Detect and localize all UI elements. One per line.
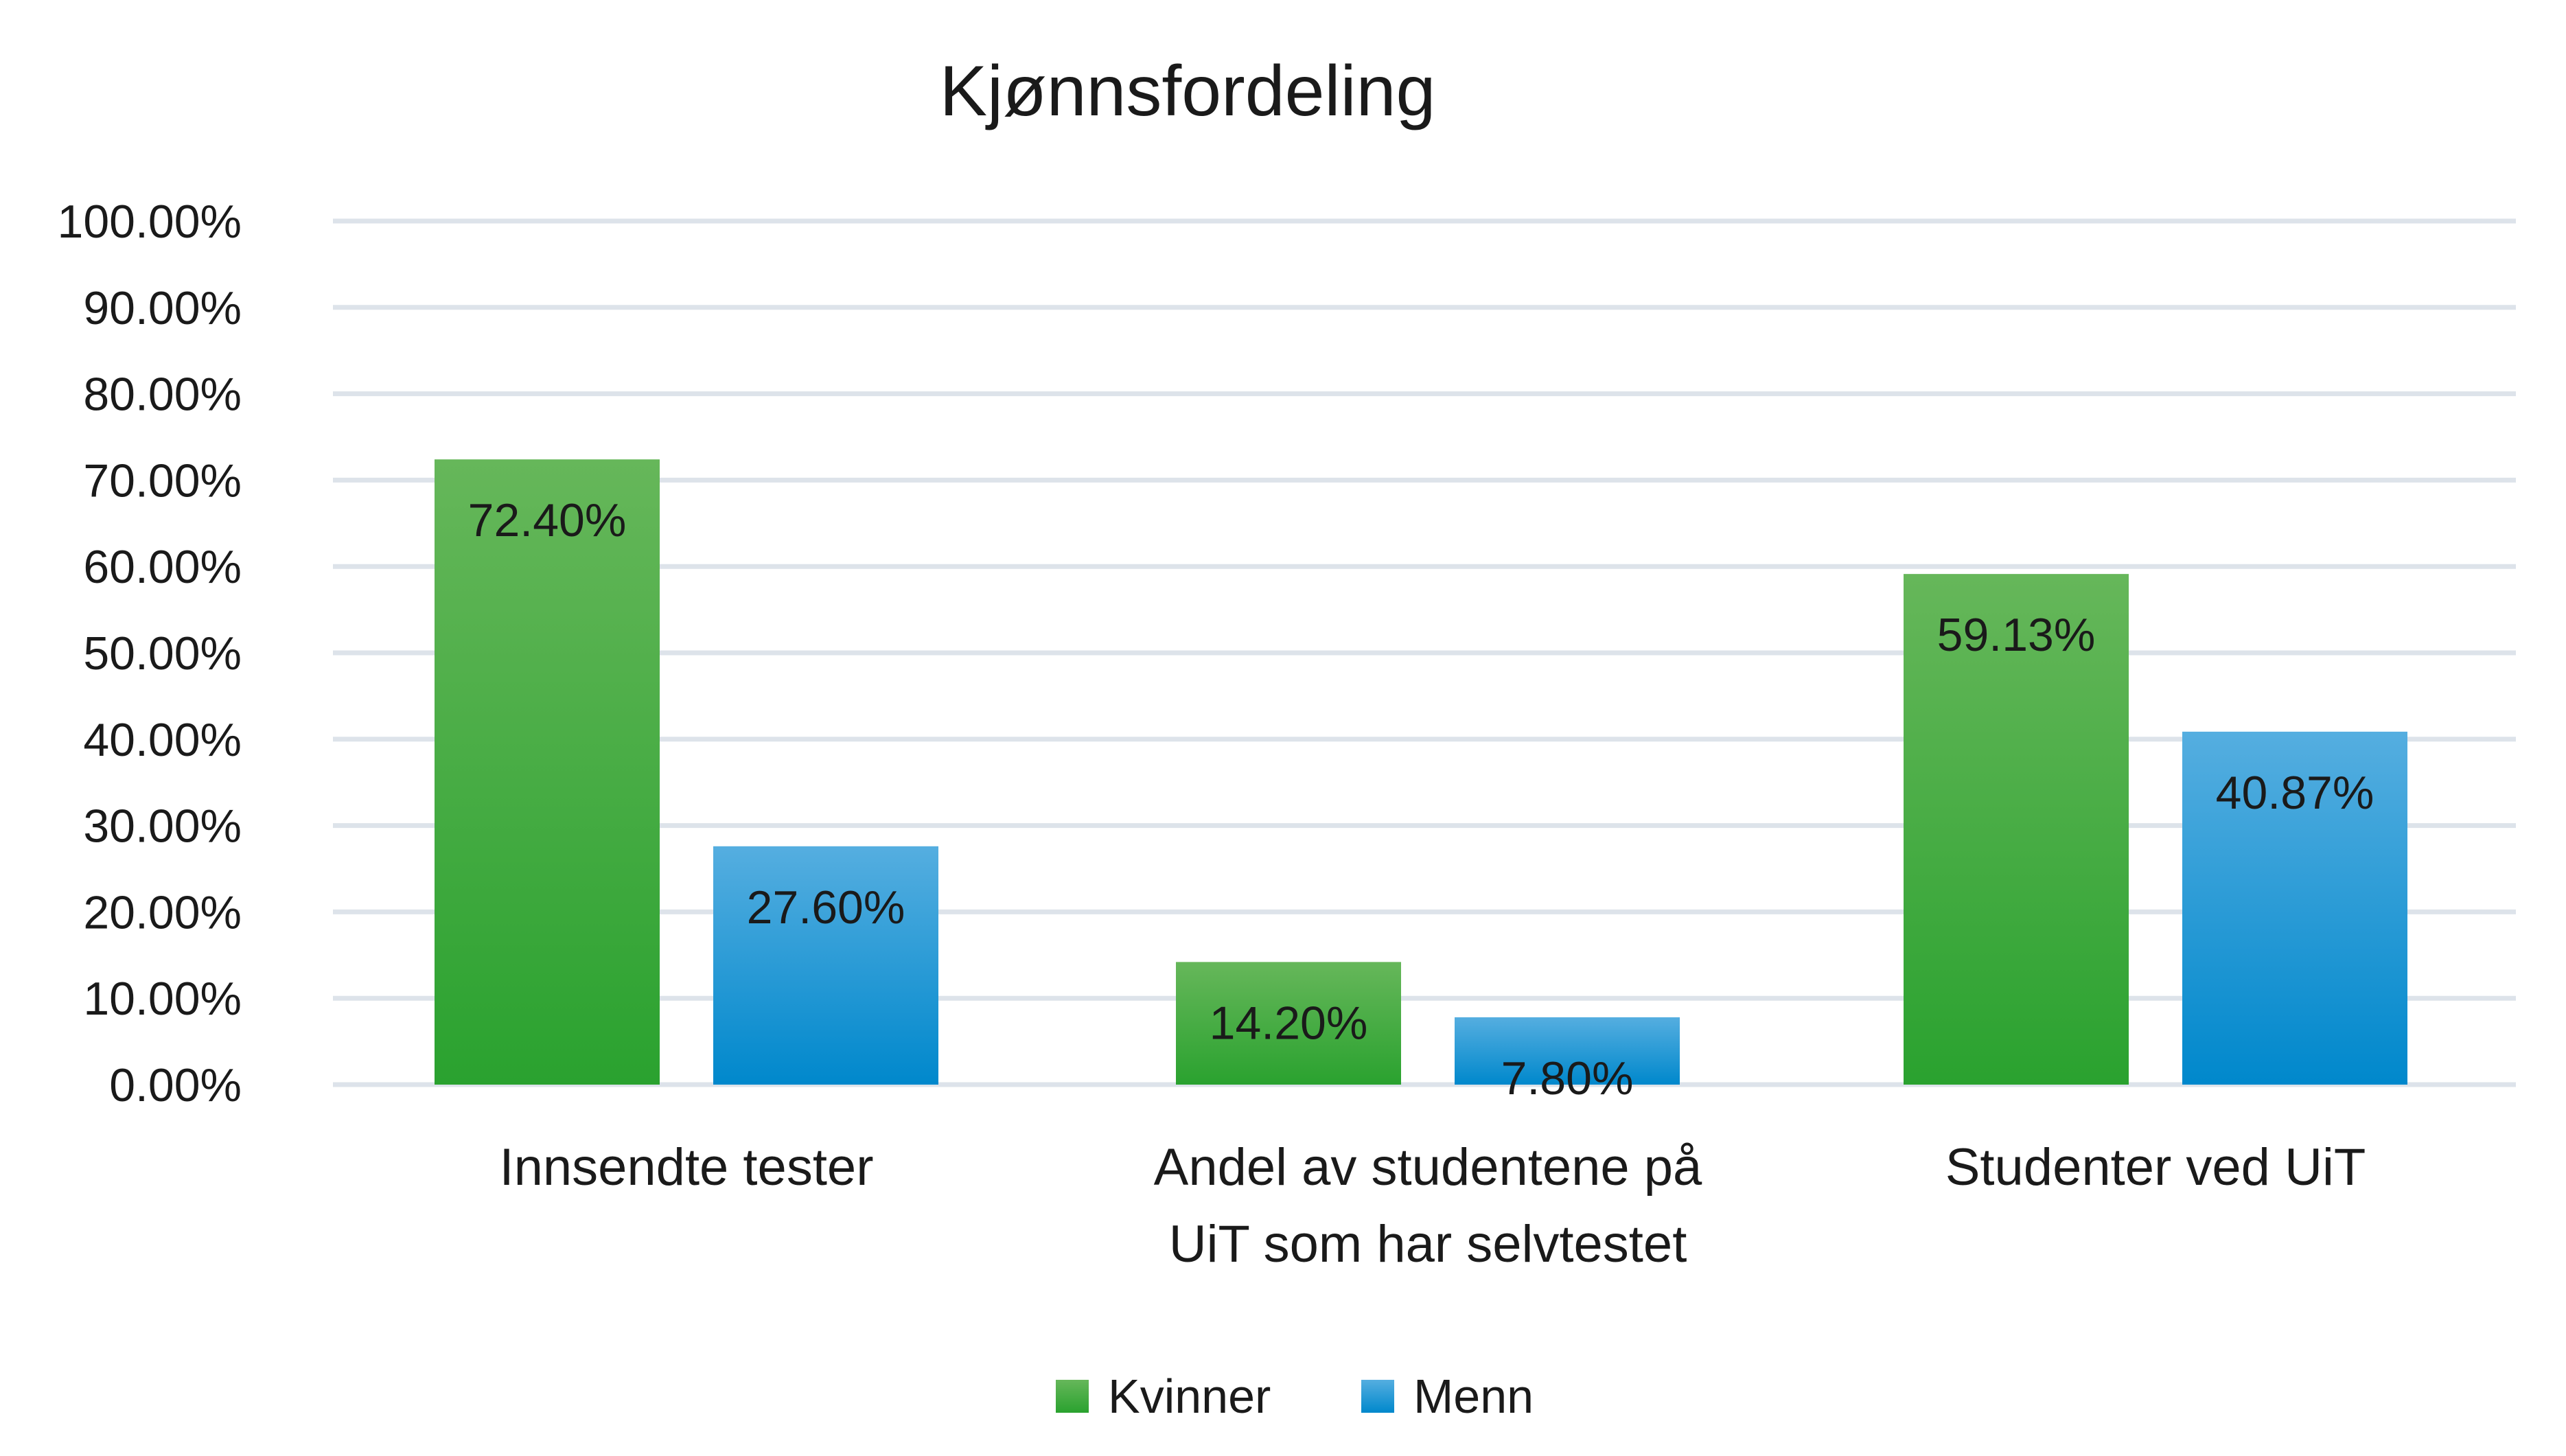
legend: Kvinner Menn: [1056, 1370, 1534, 1423]
category-label: Innsendte tester: [499, 1138, 873, 1197]
bars: [435, 459, 2407, 1085]
chart-title: Kjønnsfordeling: [940, 51, 1436, 131]
y-tick-label: 90.00%: [83, 282, 242, 334]
data-label: 59.13%: [1937, 609, 2096, 661]
legend-label: Menn: [1413, 1370, 1534, 1423]
y-tick-label: 40.00%: [83, 714, 242, 766]
category-label: Studenter ved UiT: [1945, 1138, 2366, 1197]
y-tick-label: 100.00%: [58, 196, 242, 248]
bar-kvinner: [1904, 574, 2129, 1085]
data-label: 40.87%: [2216, 767, 2374, 819]
bar-menn: [2182, 731, 2407, 1085]
y-tick-label: 30.00%: [83, 800, 242, 853]
bar-menn: [713, 846, 938, 1085]
y-tick-label: 50.00%: [83, 627, 242, 680]
bar-kvinner: [435, 459, 660, 1085]
y-tick-label: 20.00%: [83, 886, 242, 938]
y-tick-label: 10.00%: [83, 973, 242, 1025]
legend-label: Kvinner: [1108, 1370, 1271, 1423]
legend-swatch-menn: [1361, 1380, 1394, 1413]
y-tick-label: 80.00%: [83, 369, 242, 421]
data-label: 7.80%: [1501, 1052, 1634, 1105]
y-tick-label: 70.00%: [83, 454, 242, 507]
y-tick-label: 0.00%: [109, 1059, 242, 1111]
bar-menn: [1455, 1017, 1680, 1085]
bar-kvinner: [1176, 962, 1401, 1085]
gridlines: [333, 218, 2516, 1087]
data-label: 14.20%: [1210, 997, 1368, 1049]
data-label: 27.60%: [747, 881, 905, 934]
data-label: 72.40%: [468, 494, 627, 546]
legend-swatch-kvinner: [1056, 1380, 1089, 1413]
data-labels: 72.40% 14.20% 59.13% 27.60% 7.80% 40.87%: [468, 494, 2374, 1105]
category-label: Andel av studentene på UiT som har selvte…: [1154, 1138, 1702, 1273]
y-axis-ticks: 0.00% 10.00% 20.00% 30.00% 40.00% 50.00% 60.00…: [58, 196, 242, 1111]
category-labels: Innsendte tester Andel av studentene på Ui…: [499, 1138, 2366, 1273]
y-tick-label: 60.00%: [83, 541, 242, 593]
